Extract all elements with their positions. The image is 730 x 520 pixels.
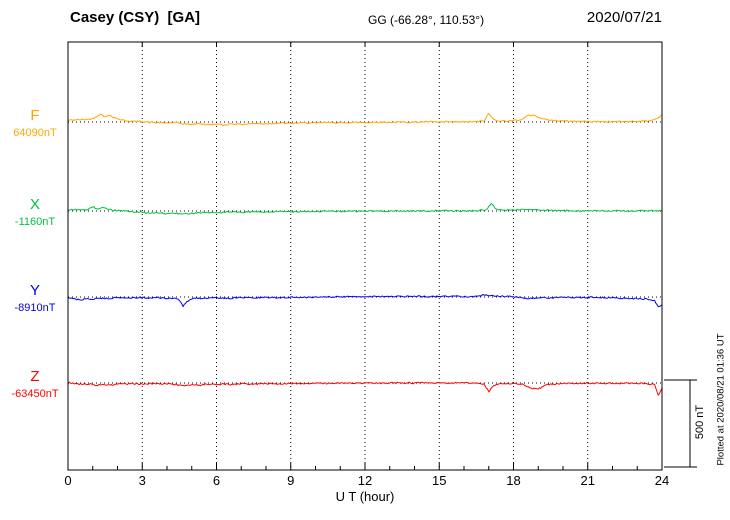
- x-axis-title: U T (hour): [335, 489, 395, 504]
- x-tick-label: 6: [212, 473, 221, 488]
- trace-Z: [68, 381, 662, 397]
- grid-lines: [141, 42, 589, 470]
- plotted-at-note: Plotted at 2020/08/21 01:36 UT: [715, 333, 727, 466]
- x-tick-label: 18: [506, 473, 521, 488]
- axis-ticks: [67, 42, 663, 470]
- x-tick-label: 15: [432, 473, 447, 488]
- series-label-F: F 64090nT: [4, 107, 66, 139]
- x-tick-label: 9: [287, 473, 295, 488]
- traces: [68, 112, 662, 397]
- geo-coordinates: GG (-66.28°, 110.53°): [368, 13, 485, 27]
- series-letter-F: F: [30, 107, 40, 124]
- station-title: Casey (CSY) [GA]: [70, 9, 201, 26]
- series-baseline-value-X: -1160nT: [14, 215, 56, 228]
- x-tick-label: 12: [357, 473, 373, 488]
- series-label-Y: Y -8910nT: [4, 282, 66, 314]
- series-letter-Z: Z: [30, 368, 40, 385]
- scale-bar: [664, 379, 697, 468]
- series-baseline-value-Z: -63450nT: [11, 387, 59, 400]
- series-label-X: X -1160nT: [4, 196, 66, 228]
- x-tick-label: 24: [654, 473, 670, 488]
- series-label-Z: Z -63450nT: [4, 368, 66, 400]
- x-tick-label: 21: [580, 473, 595, 488]
- trace-Y: [68, 293, 662, 308]
- plot-date: 2020/07/21: [586, 9, 662, 26]
- trace-X: [68, 202, 662, 215]
- scale-bar-label: 500 nT: [694, 404, 706, 440]
- series-letter-Y: Y: [29, 282, 40, 299]
- plot-border: [67, 41, 663, 471]
- trace-F: [68, 112, 662, 126]
- series-baseline-value-Y: -8910nT: [14, 301, 56, 314]
- x-tick-label: 3: [138, 473, 146, 488]
- series-baseline-value-F: 64090nT: [13, 126, 57, 139]
- trace-baselines: [68, 121, 662, 384]
- series-letter-X: X: [29, 196, 40, 213]
- x-tick-label: 0: [64, 473, 72, 488]
